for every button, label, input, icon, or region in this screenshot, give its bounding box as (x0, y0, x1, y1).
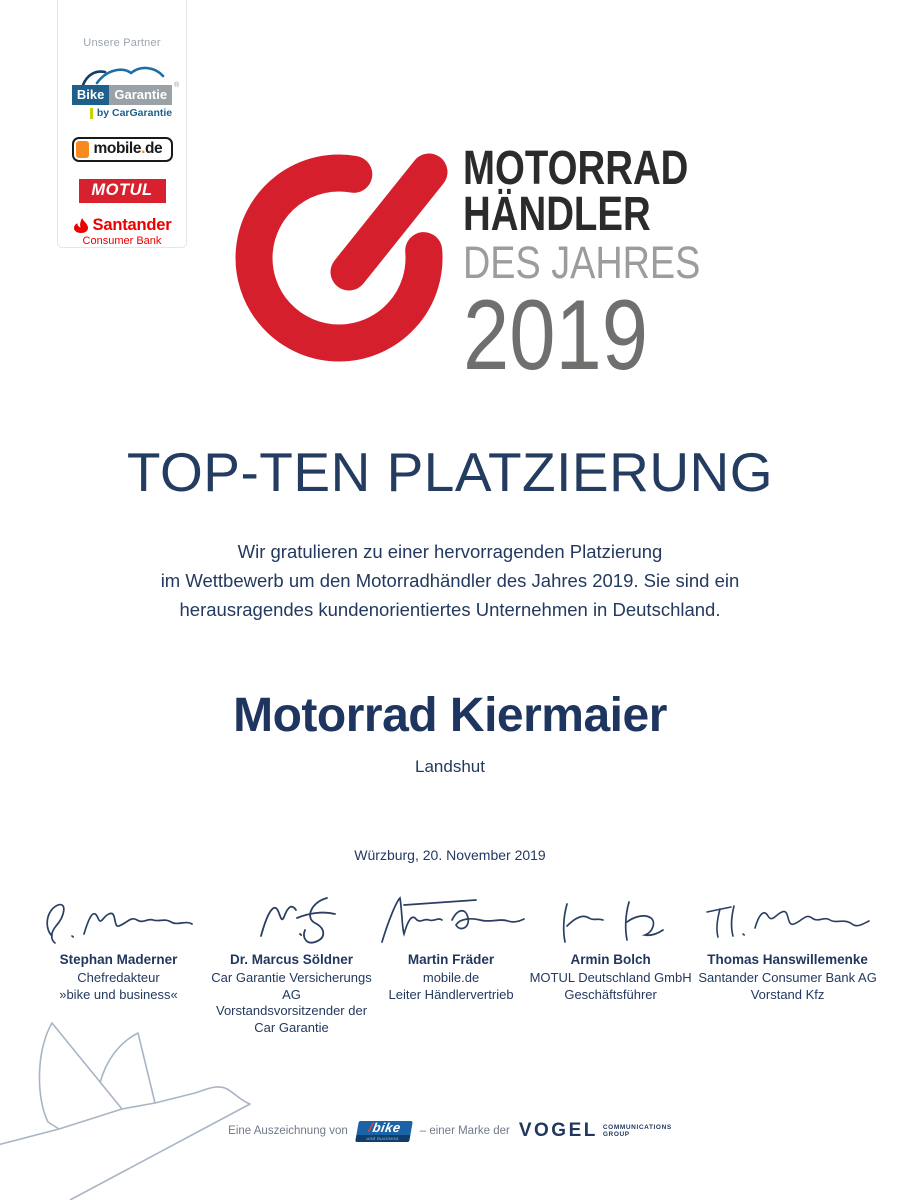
vogel-logo: VOGEL COMMUNICATIONS GROUP (519, 1120, 672, 1142)
date-line: Würzburg, 20. November 2019 (354, 847, 546, 863)
footer: Eine Auszeichnung von /bike und business… (0, 1120, 900, 1142)
signature-block-hanswillemenke: Thomas Hanswillemenke Santander Consumer… (695, 888, 880, 1036)
santander-logo: Santander Consumer Bank (73, 216, 172, 247)
bike-garantie-swoosh-icon (81, 66, 165, 87)
motul-wordmark: MOTUL (91, 181, 153, 200)
footer-prefix: Eine Auszeichnung von (228, 1125, 348, 1137)
recipient-city: Landshut (415, 757, 485, 776)
award-subtitle: DES JAHRES (463, 237, 701, 288)
footer-middle: – einer Marke der (419, 1125, 510, 1137)
bike-garantie-logo: Bike Garantie ® by CarGarantie (71, 63, 179, 119)
placement-headline: TOP-TEN PLATZIERUNG (126, 441, 774, 503)
mobile-de-logo: mobile.de (71, 137, 173, 162)
santander-subtitle: Consumer Bank (82, 235, 162, 247)
signer-role: Chefredakteur »bike und business« (59, 970, 178, 1002)
bike-garantie-word2: Garantie (109, 85, 173, 105)
congratulation-text: Wir gratulieren zu einer hervorragenden … (160, 541, 740, 620)
mobile-de-orange-block-icon (75, 141, 89, 158)
signer-name: Stephan Maderner (59, 952, 178, 967)
bike-garantie-tick-icon (89, 107, 93, 119)
signature-block-maderner: Stephan Maderner Chefredakteur »bike und… (30, 888, 207, 1036)
signature-block-fraeder: Martin Fräder mobile.de Leiter Händlerve… (376, 888, 526, 1036)
recipient-name: Motorrad Kiermaier (233, 689, 667, 742)
santander-flame-icon (73, 218, 88, 233)
signature-block-bolch: Armin Bolch MOTUL Deutschland GmbH Gesch… (526, 888, 695, 1036)
signature-stroke-bolch (551, 888, 671, 948)
vogel-wordmark: VOGEL (518, 1120, 598, 1141)
motul-logo: MOTUL (78, 178, 166, 203)
bike-garantie-byline: by CarGarantie (89, 107, 172, 119)
signer-name: Martin Fräder (407, 952, 495, 967)
award-logo-text: MOTORRAD HÄNDLER DES JAHRES 2019 (463, 142, 746, 390)
signer-name: Armin Bolch (570, 952, 651, 967)
signer-role: Santander Consumer Bank AG Vorstand Kfz (698, 970, 877, 1002)
signature-row: Stephan Maderner Chefredakteur »bike und… (30, 888, 880, 1036)
signature-stroke-soeldner (247, 888, 337, 948)
signature-block-soeldner: Dr. Marcus Söldner Car Garantie Versiche… (207, 888, 376, 1036)
signature-stroke-maderner (38, 888, 198, 948)
bike-und-business-logo: /bike und business (354, 1120, 413, 1142)
partner-panel-title: Unsere Partner (83, 37, 161, 49)
registered-mark: ® (173, 82, 180, 89)
signature-stroke-hanswillemenke (703, 888, 873, 948)
signer-name: Dr. Marcus Söldner (229, 952, 354, 967)
signature-stroke-fraeder (376, 888, 526, 948)
mobile-de-wordmark: mobile.de (93, 140, 163, 158)
bike-garantie-wordmark: Bike Garantie ® (71, 82, 179, 105)
signer-role: mobile.de Leiter Händlervertrieb (388, 970, 514, 1002)
santander-wordmark: Santander (92, 216, 172, 234)
bird-watermark-icon (0, 1022, 251, 1200)
signer-role: MOTUL Deutschland GmbH Geschäftsführer (529, 970, 692, 1002)
bike-logo-wordmark: /bike (367, 1120, 402, 1135)
vogel-subtitle: COMMUNICATIONS GROUP (602, 1123, 672, 1139)
signer-name: Thomas Hanswillemenke (707, 952, 868, 967)
award-title-line2: HÄNDLER (463, 188, 651, 241)
award-year: 2019 (463, 279, 649, 390)
signer-role: Car Garantie Versicherungs AG Vorstandsv… (211, 970, 372, 1035)
bike-garantie-word1: Bike (71, 85, 110, 105)
bike-logo-stripe: und business (354, 1134, 411, 1142)
partner-panel: Unsere Partner Bike Garantie ® by CarGar… (57, 0, 187, 248)
award-power-check-icon (235, 153, 448, 362)
award-title-line1: MOTORRAD (463, 142, 689, 195)
